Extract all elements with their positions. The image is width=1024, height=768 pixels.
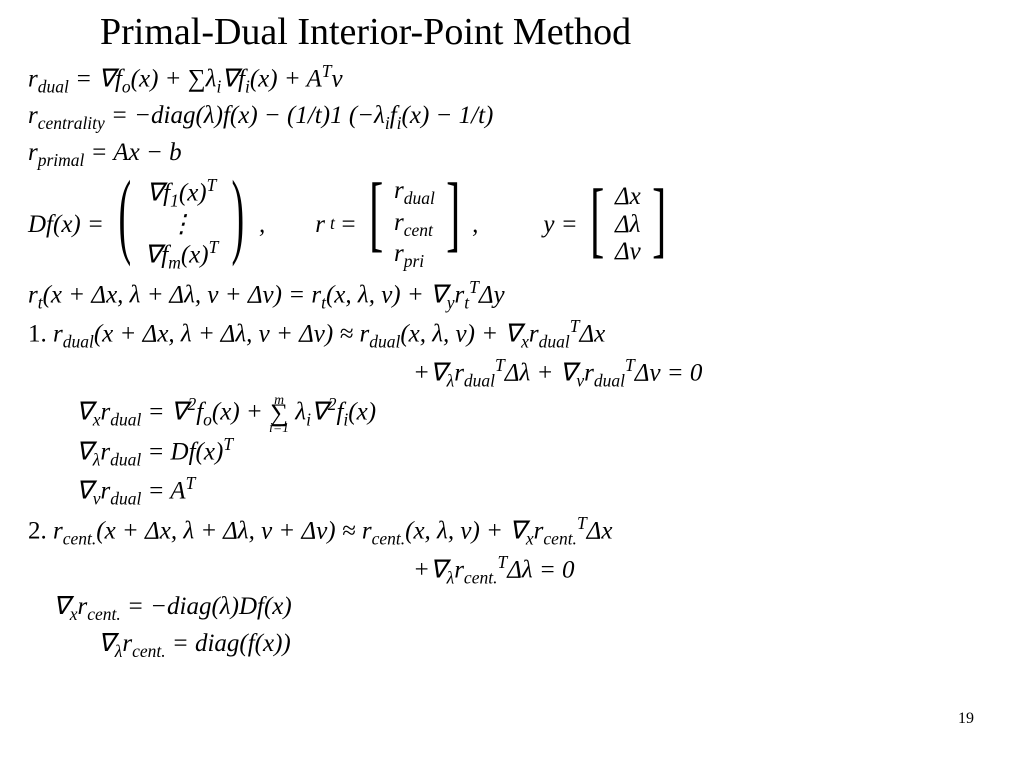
eq-taylor: rt(x + Δx, λ + Δλ, v + Δv) = rt(x, λ, v)… <box>28 277 1004 314</box>
eq-definitions: Df(x) = ( ∇f1(x)T ⋮ ∇fm(x)T ) , rt = [ r… <box>28 176 1004 273</box>
eq-item1: 1. rdual(x + Δx, λ + Δλ, v + Δv) ≈ rdual… <box>28 316 1004 353</box>
eq-item2-cont: +∇λrcent.TΔλ = 0 <box>28 552 1004 589</box>
eq-grad-x-cent: ∇xrcent. = −diag(λ)Df(x) <box>28 591 1004 626</box>
eq-grad-lam-cent: ∇λrcent. = diag(f(x)) <box>28 628 1004 663</box>
slide-content: rdual = ∇fo(x) + ∑λi∇fi(x) + ATv rcentra… <box>0 61 1024 663</box>
eq-item1-cont: +∇λrdualTΔλ + ∇vrdualTΔv = 0 <box>28 355 1004 392</box>
eq-r-centrality: rcentrality = −diag(λ)f(x) − (1/t)1 (−λi… <box>28 100 1004 135</box>
eq-r-primal: rprimal = Ax − b <box>28 137 1004 172</box>
eq-grad-v-dual: ∇vrdual = AT <box>28 473 1004 510</box>
eq-grad-lam-dual: ∇λrdual = Df(x)T <box>28 434 1004 471</box>
slide-title: Primal-Dual Interior-Point Method <box>0 0 1024 59</box>
eq-item2: 2. rcent.(x + Δx, λ + Δλ, v + Δv) ≈ rcen… <box>28 513 1004 550</box>
page-number: 19 <box>958 710 974 728</box>
eq-grad-x-dual: ∇xrdual = ∇2fo(x) + m∑i=1 λi∇2fi(x) <box>28 394 1004 432</box>
eq-r-dual: rdual = ∇fo(x) + ∑λi∇fi(x) + ATv <box>28 61 1004 98</box>
